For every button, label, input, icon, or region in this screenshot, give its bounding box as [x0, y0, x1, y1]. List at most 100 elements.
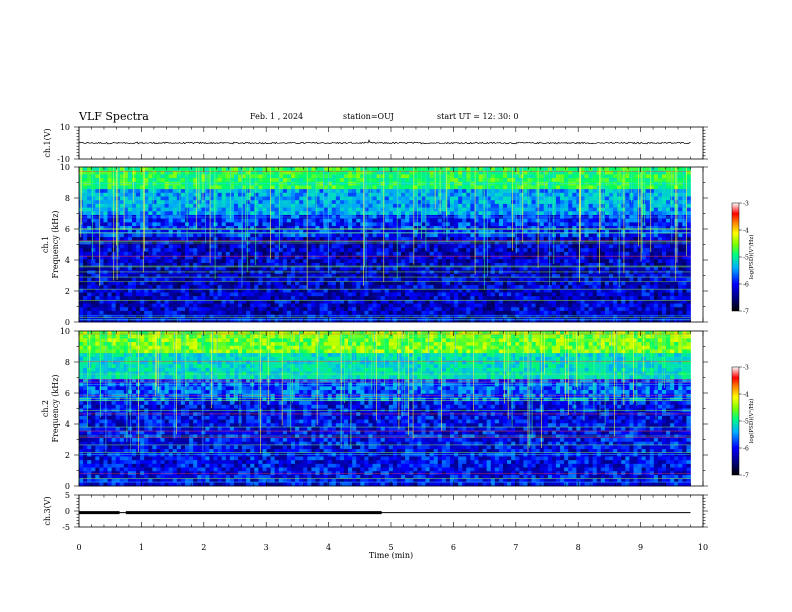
- spectrogram-cell: [217, 285, 222, 290]
- spectrogram-cell: [238, 185, 243, 190]
- spectrogram-cell: [376, 203, 381, 208]
- spectrogram-cell: [568, 222, 573, 227]
- spectrogram-cell: [242, 174, 247, 179]
- spectrogram-cell: [376, 251, 381, 256]
- spectrogram-cell: [527, 262, 532, 267]
- spectrogram-cell: [600, 262, 606, 267]
- spectrogram-cell: [686, 229, 691, 234]
- spectrogram-cell: [254, 266, 259, 271]
- spectrogram-cell: [193, 218, 198, 223]
- spectrogram-cell: [352, 211, 357, 216]
- spectrogram-cell: [682, 229, 687, 234]
- spectrogram-cell: [527, 167, 532, 171]
- spectrogram-cell: [409, 178, 414, 183]
- spectrogram-cell: [637, 192, 642, 197]
- spectrogram-cell: [405, 207, 410, 212]
- spectrogram-cell: [331, 229, 337, 234]
- spectrogram-cell: [425, 218, 430, 223]
- spectrogram-cell: [490, 170, 496, 175]
- spectrogram-cell: [633, 196, 638, 201]
- spectrogram-cell: [649, 259, 655, 264]
- spectrogram-cell: [523, 226, 528, 231]
- spectrogram-cell: [323, 178, 328, 183]
- spectrogram-cell: [584, 200, 589, 205]
- spectrogram-cell: [482, 266, 487, 271]
- spectrogram-cell: [641, 211, 646, 216]
- spectrogram-cell: [458, 185, 463, 190]
- spectrogram-cell: [176, 274, 182, 279]
- spectrogram-cell: [523, 274, 528, 279]
- spectrogram-cell: [409, 167, 414, 171]
- spectrogram-cell: [79, 248, 84, 253]
- spectrogram-cell: [156, 259, 161, 264]
- spectrogram-cell: [666, 233, 671, 238]
- spectrogram-cell: [119, 178, 125, 183]
- spectrogram-cell: [266, 259, 271, 264]
- spectrogram-cell: [494, 222, 500, 227]
- spectrogram-cell: [295, 248, 300, 253]
- spectrogram-cell: [246, 281, 251, 286]
- spectrogram-cell: [83, 207, 88, 212]
- spectrogram-cell: [103, 233, 108, 238]
- spectrogram-cell: [645, 196, 651, 201]
- spectrogram-cell: [523, 229, 528, 234]
- spectrogram-cell: [217, 211, 222, 216]
- spectrogram-cell: [156, 277, 161, 282]
- spectrogram-cell: [258, 218, 263, 223]
- spectrogram-cell: [413, 181, 418, 186]
- spectrogram-cell: [555, 255, 561, 260]
- spectrogram-cell: [360, 233, 365, 238]
- spectrogram-cell: [319, 244, 324, 249]
- spectrogram-cell: [132, 207, 137, 212]
- spectrogram-cell: [185, 274, 190, 279]
- spectrogram-cell: [127, 277, 133, 282]
- spectrogram-cell: [401, 251, 406, 256]
- spectrogram-cell: [409, 181, 414, 186]
- spectrogram-cell: [600, 237, 606, 242]
- spectrogram-cell: [83, 203, 88, 208]
- spectrogram-cell: [103, 277, 108, 282]
- spectrogram-cell: [384, 192, 390, 197]
- spectrogram-cell: [519, 229, 524, 234]
- spectrogram-cell: [625, 274, 630, 279]
- spectrogram-cell: [266, 196, 271, 201]
- spectrogram-cell: [560, 178, 565, 183]
- spectrogram-cell: [462, 207, 467, 212]
- spectrogram-cell: [486, 270, 492, 275]
- spectrogram-cell: [123, 207, 129, 212]
- spectrogram-cell: [258, 248, 263, 253]
- spectrogram-cell: [670, 266, 675, 271]
- spectrogram-cell: [331, 274, 337, 279]
- spectrogram-cell: [462, 174, 467, 179]
- spectrogram-cell: [335, 262, 341, 267]
- spectrogram-cell: [290, 207, 296, 212]
- spectrogram-cell: [686, 281, 691, 286]
- spectrogram-cell: [637, 207, 642, 212]
- spectrogram-cell: [515, 203, 520, 208]
- spectrogram-cell: [152, 170, 157, 175]
- spectrogram-cell: [666, 237, 671, 242]
- spectrogram-cell: [225, 244, 231, 249]
- spectrogram-cell: [311, 185, 316, 190]
- spectrogram-cell: [584, 222, 589, 227]
- spectrogram-cell: [388, 218, 394, 223]
- spectrogram-cell: [592, 222, 598, 227]
- spectrogram-cell: [348, 233, 353, 238]
- spectrogram-cell: [625, 281, 630, 286]
- spectrogram-cell: [311, 189, 316, 194]
- spectrogram-cell: [592, 270, 598, 275]
- spectrogram-cell: [136, 185, 141, 190]
- spectrogram-cell: [523, 207, 528, 212]
- spectrogram-cell: [515, 266, 520, 271]
- spectrogram-cell: [217, 207, 222, 212]
- spectrogram-cell: [189, 207, 194, 212]
- spectrogram-cell: [225, 181, 231, 186]
- spectrogram-cell: [193, 251, 198, 256]
- spectrogram-cell: [107, 207, 112, 212]
- spectrogram-cell: [608, 222, 614, 227]
- spectrogram-cell: [156, 167, 161, 171]
- spectrogram-cell: [507, 218, 512, 223]
- spectrogram-cell: [474, 192, 479, 197]
- spectrogram-cell: [600, 244, 606, 249]
- spectrogram-cell: [486, 259, 492, 264]
